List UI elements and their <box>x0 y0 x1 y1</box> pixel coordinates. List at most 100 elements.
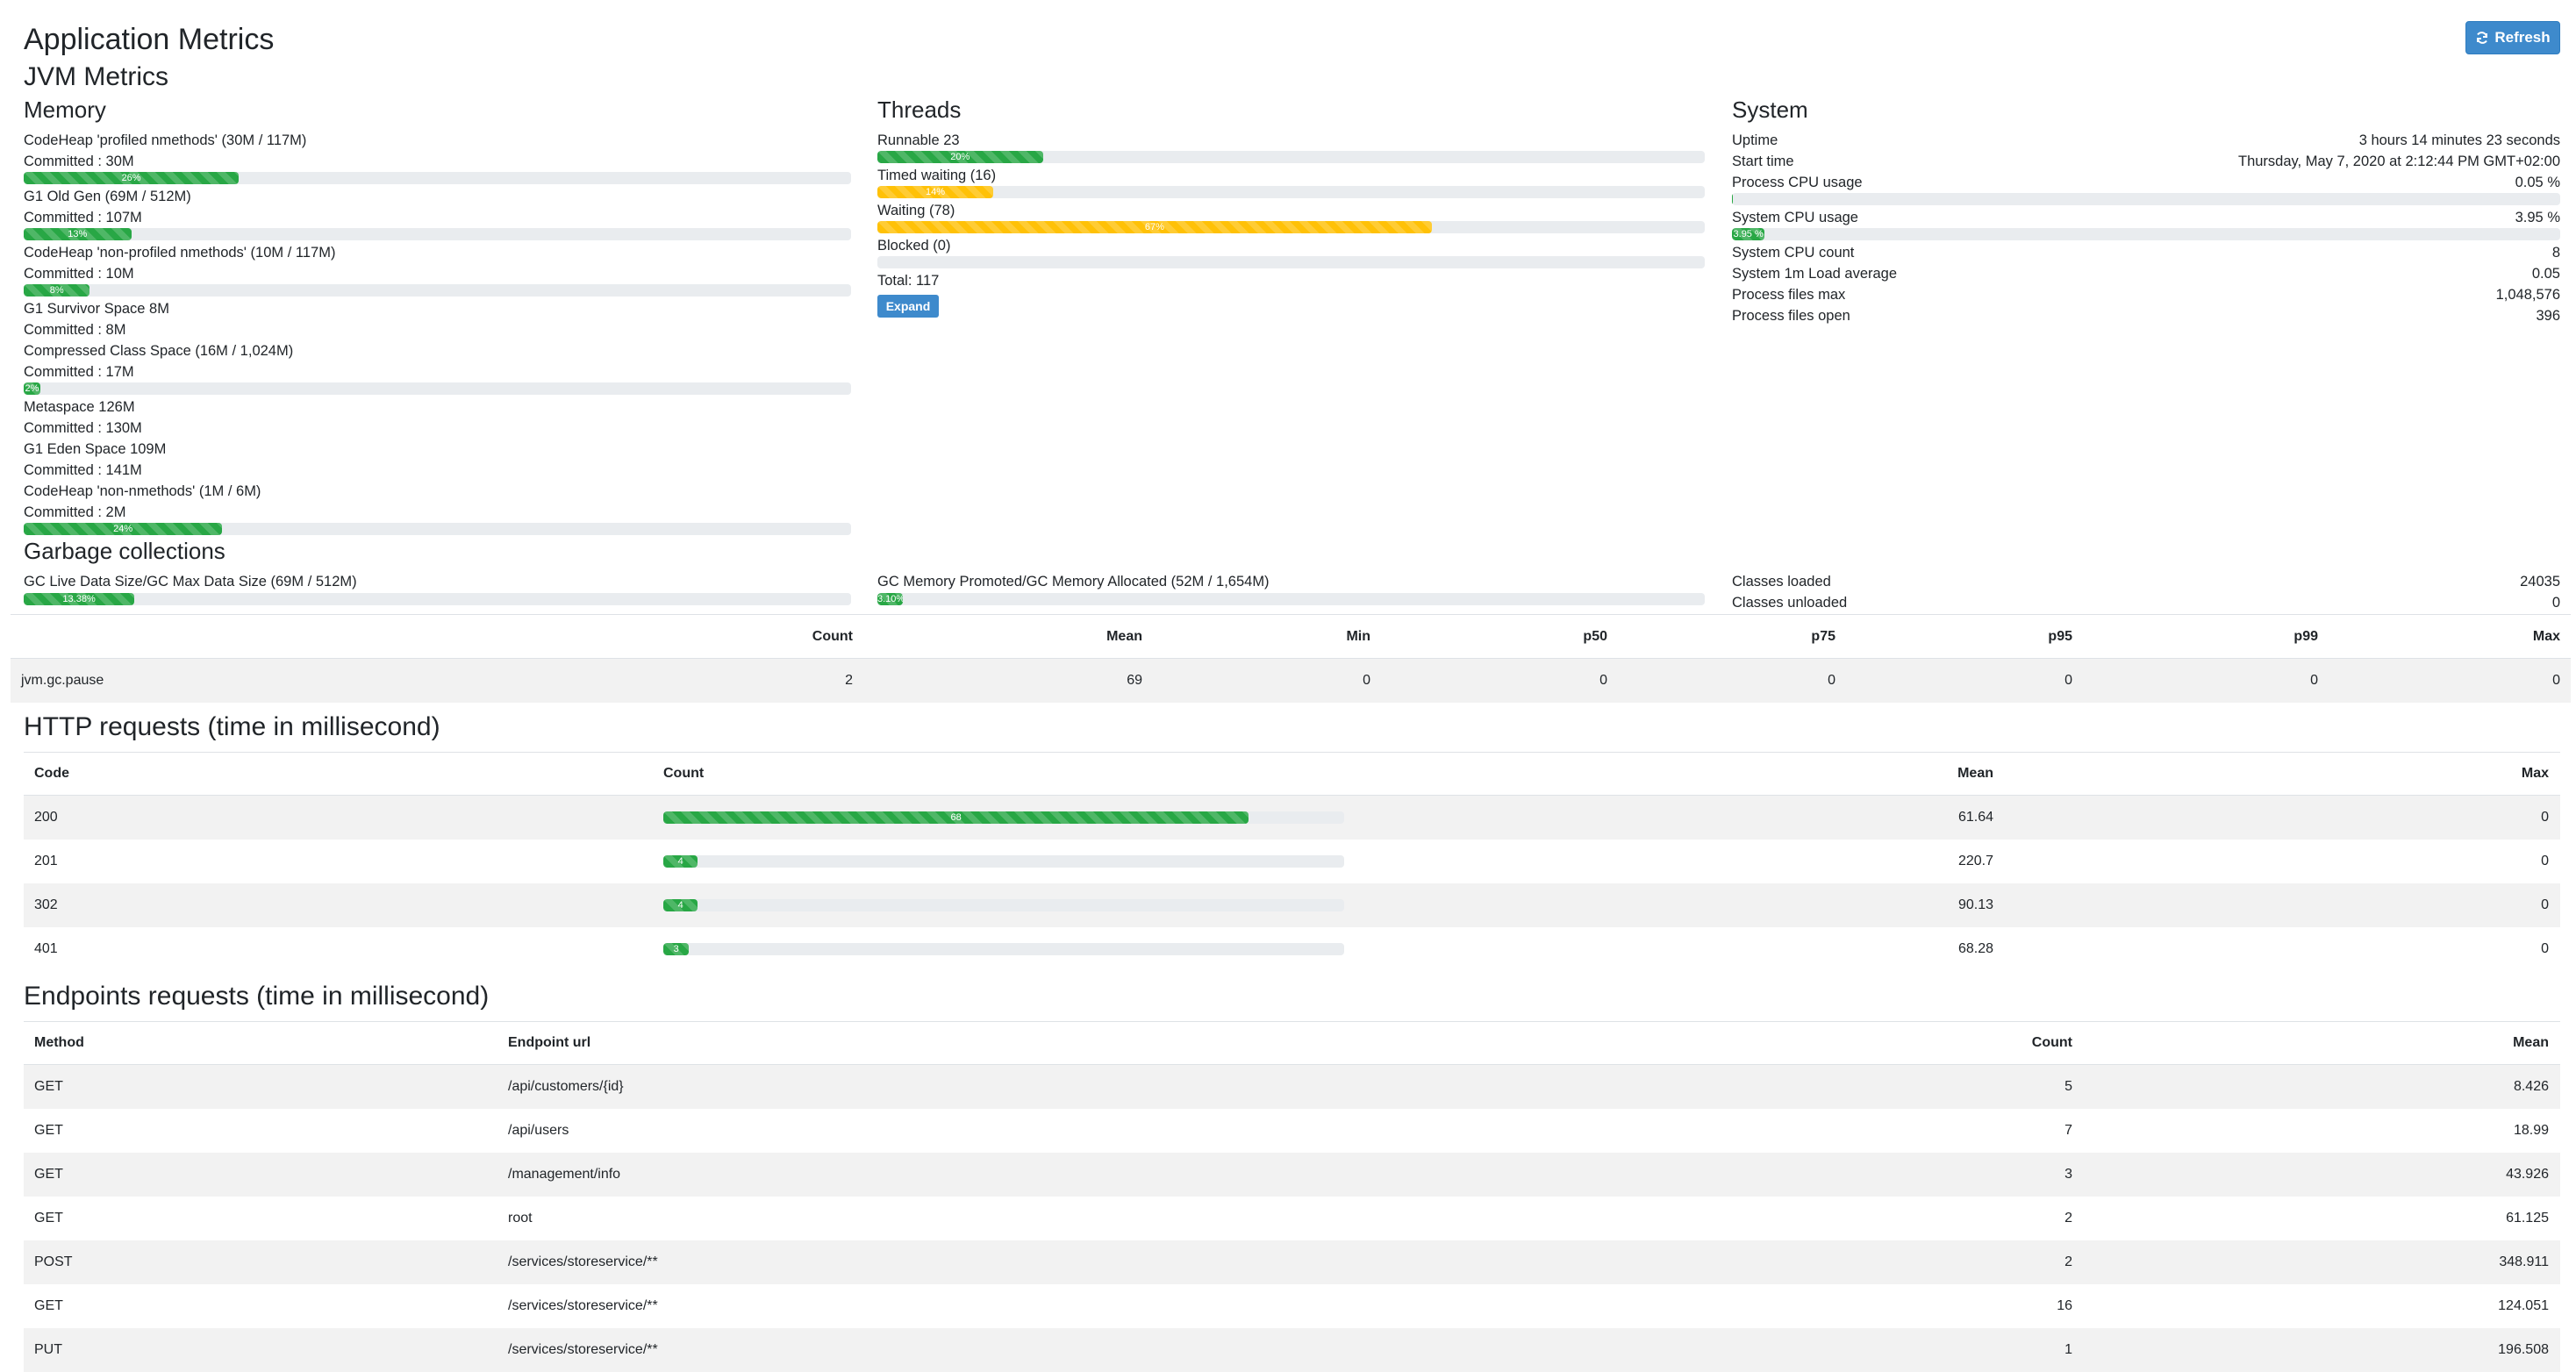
gc-row-name: jvm.gc.pause <box>21 670 104 691</box>
thread-state-label: Blocked (0) <box>877 235 950 256</box>
endpoint-row: GET root 2 61.125 <box>24 1197 2560 1240</box>
expand-button[interactable]: Expand <box>877 295 939 318</box>
files-max-value: 1,048,576 <box>2123 284 2560 305</box>
files-max-label: Process files max <box>1732 284 1845 305</box>
thread-progress-track: 67% <box>877 221 1705 233</box>
http-count-track: 4 <box>663 855 1344 868</box>
http-mean: 220.7 <box>1849 851 1993 872</box>
cpu-count-label: System CPU count <box>1732 242 1854 263</box>
thread-progress-fill: 14% <box>877 186 993 198</box>
endpoint-mean: 43.926 <box>2410 1164 2549 1185</box>
endpoint-row: GET /management/info 3 43.926 <box>24 1153 2560 1197</box>
start-time-label: Start time <box>1732 151 1794 172</box>
endpoint-row: POST /services/storeservice/** 2 348.911 <box>24 1240 2560 1284</box>
memory-progress-fill: 24% <box>24 523 222 535</box>
refresh-label: Refresh <box>2494 29 2550 46</box>
gc-row-p75: 0 <box>1730 670 1835 691</box>
http-max: 0 <box>2393 895 2549 916</box>
process-cpu-label: Process CPU usage <box>1732 172 1863 193</box>
thread-state-label: Runnable 23 <box>877 130 960 151</box>
endpoint-mean: 18.99 <box>2410 1120 2549 1141</box>
gc-promoted-fill: 3.10% <box>877 593 903 605</box>
gc-header-max: Max <box>2441 626 2560 647</box>
memory-item-name: Metaspace 126M <box>24 397 135 418</box>
system-cpu-label: System CPU usage <box>1732 207 1858 228</box>
gc-header-p75: p75 <box>1730 626 1835 647</box>
http-code: 200 <box>34 807 58 828</box>
gc-table-header: Count Mean Min p50 p75 p95 p99 Max <box>11 615 2571 659</box>
gc-header-mean: Mean <box>1020 626 1142 647</box>
http-row: 401 3 68.28 0 <box>24 927 2560 971</box>
http-row: 302 4 90.13 0 <box>24 883 2560 927</box>
files-open-value: 396 <box>2123 305 2560 326</box>
endpoint-method: GET <box>34 1076 63 1097</box>
endpoint-row: GET /api/users 7 18.99 <box>24 1109 2560 1153</box>
memory-item-name: G1 Eden Space 109M <box>24 439 166 460</box>
thread-progress-fill: 20% <box>877 151 1043 163</box>
endpoint-url: /api/users <box>508 1120 569 1141</box>
endpoint-url: /services/storeservice/** <box>508 1296 658 1317</box>
gc-promoted-track: 3.10% <box>877 593 1705 605</box>
uptime-label: Uptime <box>1732 130 1778 151</box>
endpoint-mean: 124.051 <box>2410 1296 2549 1317</box>
endpoint-mean: 61.125 <box>2410 1208 2549 1229</box>
memory-progress-track: 2% <box>24 382 851 395</box>
thread-progress-track: 20% <box>877 151 1705 163</box>
http-header-count: Count <box>663 763 704 784</box>
gc-row-min: 0 <box>1256 670 1370 691</box>
threads-title: Threads <box>877 95 961 125</box>
gc-live-label: GC Live Data Size/GC Max Data Size (69M … <box>24 571 357 592</box>
page-title: Application Metrics <box>24 19 274 60</box>
endpoint-method: POST <box>34 1252 73 1273</box>
classes-unloaded-value: 0 <box>2123 592 2560 613</box>
system-cpu-fill: 3.95 % <box>1732 228 1764 240</box>
http-code: 201 <box>34 851 58 872</box>
http-header-max: Max <box>2393 763 2549 784</box>
http-row: 200 68 61.64 0 <box>24 796 2560 840</box>
endpoint-header-url: Endpoint url <box>508 1033 590 1054</box>
uptime-value: 3 hours 14 minutes 23 seconds <box>2123 130 2560 151</box>
endpoint-mean: 196.508 <box>2410 1340 2549 1361</box>
memory-item-committed: Committed : 10M <box>24 263 134 284</box>
jvm-title: JVM Metrics <box>24 60 168 95</box>
gc-header-p50: p50 <box>1502 626 1607 647</box>
endpoint-header-mean: Mean <box>2410 1033 2549 1054</box>
http-code: 302 <box>34 895 58 916</box>
http-count-fill: 3 <box>663 943 689 955</box>
gc-title: Garbage collections <box>24 536 225 566</box>
gc-row-max: 0 <box>2441 670 2560 691</box>
endpoint-method: GET <box>34 1120 63 1141</box>
endpoint-method: GET <box>34 1208 63 1229</box>
endpoint-mean: 348.911 <box>2410 1252 2549 1273</box>
memory-progress-fill: 26% <box>24 172 239 184</box>
http-row: 201 4 220.7 0 <box>24 840 2560 883</box>
memory-item-name: CodeHeap 'profiled nmethods' (30M / 117M… <box>24 130 306 151</box>
gc-promoted-label: GC Memory Promoted/GC Memory Allocated (… <box>877 571 1270 592</box>
endpoint-mean: 8.426 <box>2410 1076 2549 1097</box>
memory-item-name: Compressed Class Space (16M / 1,024M) <box>24 340 293 361</box>
memory-item-committed: Committed : 2M <box>24 502 125 523</box>
threads-total: Total: 117 <box>877 270 939 291</box>
memory-item-committed: Committed : 30M <box>24 151 134 172</box>
http-max: 0 <box>2393 807 2549 828</box>
endpoint-row: GET /services/storeservice/** 16 124.051 <box>24 1284 2560 1328</box>
http-count-fill: 4 <box>663 855 698 868</box>
endpoint-url: /api/customers/{id} <box>508 1076 624 1097</box>
http-count-track: 68 <box>663 811 1344 824</box>
http-max: 0 <box>2393 851 2549 872</box>
http-max: 0 <box>2393 939 2549 960</box>
refresh-button[interactable]: Refresh <box>2465 21 2560 54</box>
gc-header-min: Min <box>1256 626 1370 647</box>
endpoint-url: /management/info <box>508 1164 620 1185</box>
endpoint-count: 16 <box>1971 1296 2072 1317</box>
endpoints-title: Endpoints requests (time in millisecond) <box>24 979 489 1014</box>
http-count-fill: 4 <box>663 899 698 911</box>
gc-row-mean: 69 <box>1020 670 1142 691</box>
http-mean: 90.13 <box>1849 895 1993 916</box>
memory-item-committed: Committed : 141M <box>24 460 142 481</box>
thread-state-label: Waiting (78) <box>877 200 955 221</box>
endpoint-count: 2 <box>1971 1252 2072 1273</box>
endpoint-count: 2 <box>1971 1208 2072 1229</box>
gc-row-p99: 0 <box>2204 670 2318 691</box>
